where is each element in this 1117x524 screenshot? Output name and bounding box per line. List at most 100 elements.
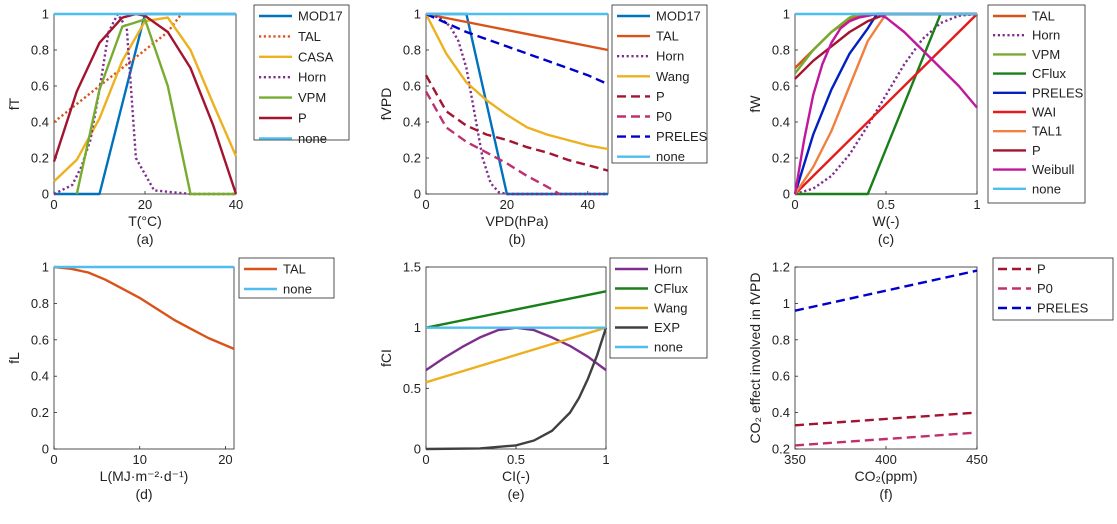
series-line-cflux — [425, 290, 607, 329]
series-line-tal — [425, 12, 609, 52]
axes-box — [794, 266, 978, 450]
panel-label: (f) — [879, 486, 892, 502]
series-line-p — [425, 74, 609, 172]
legend-entry: none — [654, 340, 683, 355]
legend-entry: PRELES — [1032, 85, 1084, 100]
y-tick-label: 0.8 — [31, 296, 49, 311]
panel-6: 350 400 450 0.2 0.4 0.6 0.8 1 1.2 CO₂(ppm) CO₂ eff… — [747, 257, 1114, 502]
y-axis-label: fW — [747, 95, 763, 113]
series-line-preles — [794, 269, 978, 312]
legend-entry: Horn — [656, 49, 684, 64]
series-line-wai — [794, 13, 978, 195]
y-tick-label: 0.8 — [403, 43, 421, 58]
legend-entry: VPM — [298, 90, 326, 105]
x-axis-label: VPD(hPa) — [485, 213, 548, 229]
series-line-preles — [425, 12, 609, 86]
y-tick-label: 0.4 — [772, 115, 790, 130]
legend-entry: Weibull — [1032, 162, 1075, 177]
legend-entry: WAI — [1032, 105, 1056, 120]
y-tick-label: 1 — [783, 296, 790, 311]
series-line-p0 — [794, 431, 978, 447]
legend: P P0 PRELES — [992, 257, 1114, 321]
y-tick-label: 0.4 — [403, 115, 421, 130]
x-tick-label: 20 — [138, 197, 152, 212]
series-line-p0 — [425, 90, 561, 196]
legend-entry: TAL — [656, 29, 679, 44]
y-tick-label: 0.8 — [772, 43, 790, 58]
legend-entry: P0 — [1037, 281, 1053, 296]
legend-entry: P — [1032, 143, 1041, 158]
legend-entry: MOD17 — [656, 9, 701, 24]
y-tick-label: 0.8 — [772, 332, 790, 347]
y-tick-label: 0.2 — [403, 151, 421, 166]
y-axis-label: fCI — [378, 349, 394, 367]
y-tick-label: 0 — [414, 187, 421, 202]
legend-entry: P — [656, 89, 665, 104]
legend: MOD17 TAL Horn Wang P P0 PRELES none — [611, 4, 708, 164]
series-group — [425, 12, 609, 196]
y-axis-label: fL — [6, 352, 22, 364]
x-tick-label: 450 — [966, 452, 988, 467]
x-tick-label: 20 — [500, 197, 514, 212]
panel-1: 0 20 40 0 0.2 0.4 0.6 0.8 1 T(°C) fT (a) MOD17 TAL CAS… — [6, 4, 350, 247]
series-line-wang — [425, 13, 609, 151]
y-tick-label: 0.6 — [772, 79, 790, 94]
legend-entry: TAL — [283, 262, 306, 277]
x-tick-label: 400 — [875, 452, 897, 467]
series-group — [794, 12, 978, 196]
legend-entry: none — [283, 282, 312, 297]
legend-entry: TAL — [298, 29, 321, 44]
series-line-p — [794, 411, 978, 427]
x-tick-label: 0 — [422, 452, 429, 467]
x-tick-label: 0 — [791, 197, 798, 212]
series-line-horn — [53, 12, 236, 196]
legend-entry: none — [656, 149, 685, 164]
legend-entry: VPM — [1032, 47, 1060, 62]
legend-entry: none — [298, 131, 327, 146]
legend-entry: CFlux — [1032, 66, 1066, 81]
x-tick-label: 0 — [50, 452, 57, 467]
x-tick-label: 1 — [602, 452, 609, 467]
y-axis-label: fVPD — [378, 88, 394, 121]
legend-entry: P — [1037, 262, 1046, 277]
legend-entry: none — [1032, 181, 1061, 196]
series-line-horn — [794, 12, 978, 196]
x-tick-label: 350 — [784, 452, 806, 467]
y-tick-label: 1 — [783, 7, 790, 22]
y-tick-label: 1.5 — [403, 260, 421, 275]
panel-label: (e) — [507, 486, 524, 502]
series-line-vpm — [75, 18, 236, 196]
series-line-horn — [425, 12, 608, 196]
y-tick-label: 1 — [42, 260, 49, 275]
legend-entry: EXP — [654, 320, 680, 335]
legend-entry: P0 — [656, 109, 672, 124]
axes-box — [53, 266, 235, 450]
x-tick-label: 0 — [422, 197, 429, 212]
y-tick-label: 0 — [42, 442, 49, 457]
y-tick-label: 0.6 — [31, 79, 49, 94]
y-tick-label: 0.5 — [403, 381, 421, 396]
y-tick-label: 0 — [414, 442, 421, 457]
y-tick-label: 0.8 — [31, 43, 49, 58]
y-axis-label: CO₂ effect involved in fVPD — [747, 273, 763, 444]
y-tick-label: 1 — [414, 7, 421, 22]
panel-3: 0 0.5 1 0 0.2 0.4 0.6 0.8 1 W(-) fW (c) TAL Horn VPM CF… — [747, 4, 1086, 247]
legend-entry: TAL1 — [1032, 124, 1062, 139]
series-group — [794, 269, 978, 447]
legend-entry: Horn — [654, 262, 682, 277]
y-tick-label: 0.4 — [31, 369, 49, 384]
legend: Horn CFlux Wang EXP none — [609, 257, 708, 359]
legend-entry: TAL — [1032, 9, 1055, 24]
y-tick-label: 0.6 — [772, 369, 790, 384]
series-group — [425, 290, 607, 451]
legend: TAL none — [238, 257, 335, 299]
legend-entry: Horn — [1032, 28, 1060, 43]
y-tick-label: 0.2 — [772, 151, 790, 166]
y-tick-label: 0.6 — [403, 79, 421, 94]
y-tick-label: 0 — [783, 187, 790, 202]
x-axis-label: T(°C) — [128, 213, 162, 229]
y-tick-label: 0.4 — [772, 405, 790, 420]
legend-entry: Horn — [298, 70, 326, 85]
x-tick-label: 40 — [581, 197, 595, 212]
x-tick-label: 1 — [973, 197, 980, 212]
